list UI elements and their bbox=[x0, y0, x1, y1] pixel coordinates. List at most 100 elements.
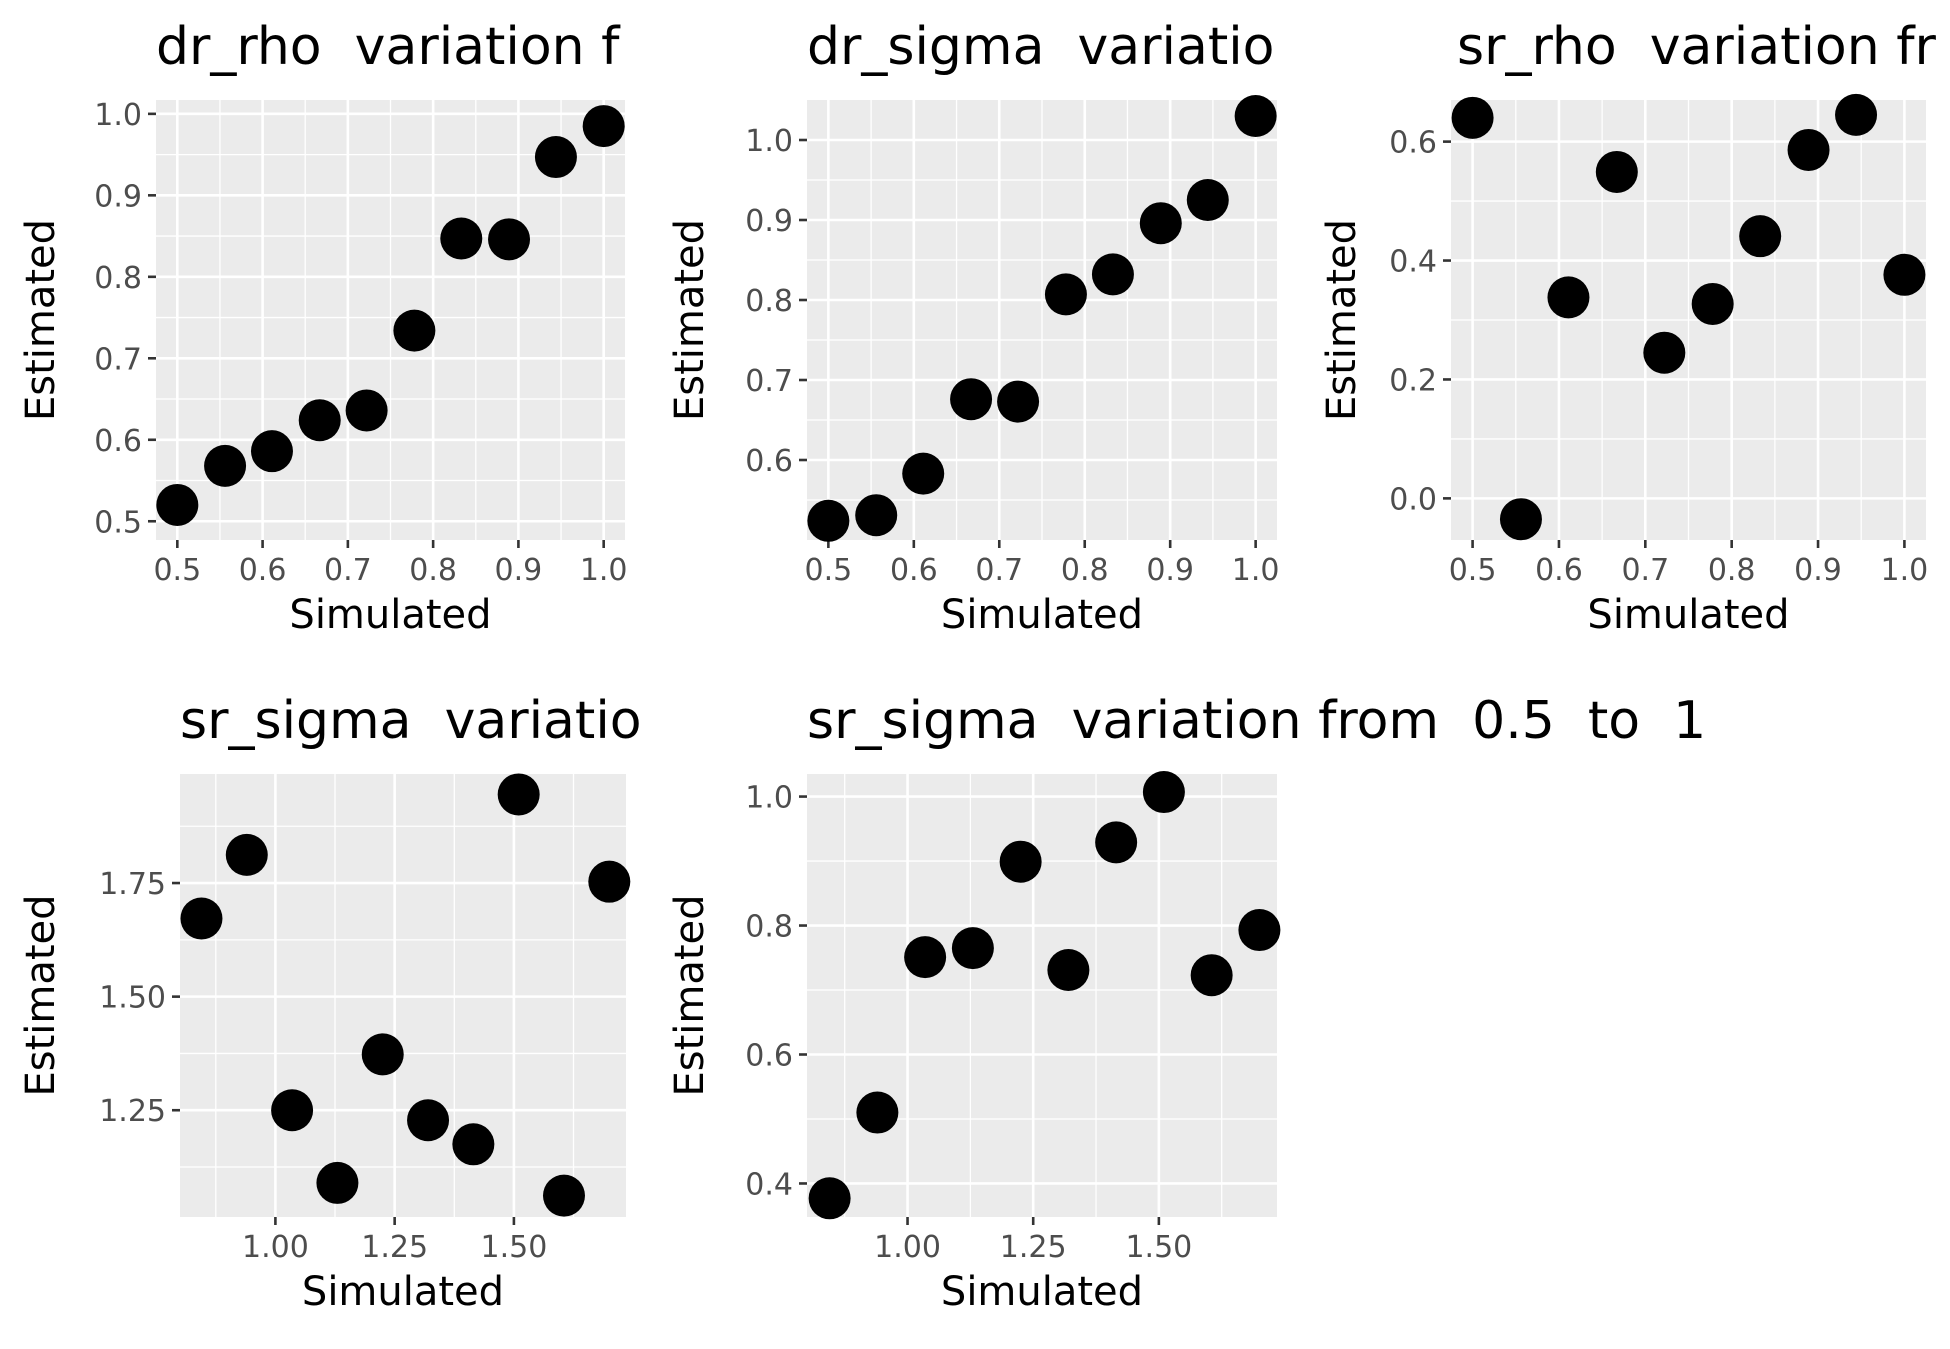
x-tick-label: 0.7 bbox=[324, 553, 372, 588]
data-point bbox=[1739, 215, 1782, 258]
data-point bbox=[345, 389, 388, 432]
data-point bbox=[1044, 273, 1087, 316]
data-point bbox=[542, 1174, 585, 1217]
data-point bbox=[1238, 909, 1281, 952]
x-tick-label: 0.9 bbox=[495, 553, 543, 588]
y-tick-label: 0.7 bbox=[745, 364, 793, 399]
plot-title: dr_rho variation f bbox=[156, 17, 621, 77]
data-point bbox=[902, 452, 945, 495]
data-point bbox=[855, 494, 898, 537]
data-point bbox=[1787, 128, 1830, 171]
y-tick-label: 0.0 bbox=[1389, 482, 1437, 517]
data-point bbox=[951, 927, 994, 970]
x-axis-title: Simulated bbox=[302, 1269, 504, 1315]
x-axis-title: Simulated bbox=[941, 1269, 1143, 1315]
data-point bbox=[156, 483, 199, 526]
data-point bbox=[534, 136, 577, 179]
data-point bbox=[393, 309, 436, 352]
scatter-panel-5: 1.00 1.25 1.50 0.4 0.6 0.8 1.0 Simulated Estimat… bbox=[667, 691, 1706, 1315]
data-point bbox=[1547, 276, 1590, 319]
x-axis-title: Simulated bbox=[941, 592, 1143, 638]
x-tick-label: 0.7 bbox=[1621, 553, 1669, 588]
x-tick-label: 0.5 bbox=[153, 553, 201, 588]
data-point bbox=[452, 1123, 495, 1166]
scatter-panel-4: 1.00 1.25 1.50 1.25 1.50 1.75 Simulated Estimat… bbox=[18, 691, 642, 1315]
data-point bbox=[1691, 282, 1734, 325]
data-point bbox=[1190, 954, 1233, 997]
data-point bbox=[1451, 96, 1494, 139]
data-point bbox=[904, 936, 947, 979]
data-point bbox=[1643, 331, 1686, 374]
x-axis-title: Simulated bbox=[1587, 592, 1789, 638]
data-point bbox=[807, 499, 850, 542]
data-point bbox=[1139, 202, 1182, 245]
x-axis-title: Simulated bbox=[289, 592, 491, 638]
x-tick-label: 0.6 bbox=[239, 553, 287, 588]
data-point bbox=[1142, 771, 1185, 814]
x-tick-label: 1.0 bbox=[1881, 553, 1929, 588]
data-point bbox=[1095, 821, 1138, 864]
x-tick-label: 1.00 bbox=[874, 1230, 941, 1265]
x-tick-label: 0.6 bbox=[890, 553, 938, 588]
data-point bbox=[997, 380, 1040, 423]
y-tick-label: 0.6 bbox=[745, 444, 793, 479]
x-tick-label: 1.00 bbox=[242, 1230, 309, 1265]
plot-title: sr_sigma variatio bbox=[180, 691, 642, 751]
y-tick-label: 1.0 bbox=[745, 781, 793, 816]
data-point bbox=[225, 833, 268, 876]
y-tick-label: 0.9 bbox=[94, 179, 142, 214]
data-point bbox=[1835, 93, 1878, 136]
data-point bbox=[180, 897, 223, 940]
x-tick-label: 0.9 bbox=[1794, 553, 1842, 588]
data-point bbox=[582, 105, 625, 148]
y-tick-label: 0.4 bbox=[745, 1167, 793, 1202]
data-point bbox=[316, 1161, 359, 1204]
data-point bbox=[1186, 179, 1229, 221]
data-point bbox=[950, 378, 993, 421]
y-tick-label: 0.2 bbox=[1389, 363, 1437, 398]
data-point bbox=[497, 773, 540, 816]
x-tick-label: 0.8 bbox=[1061, 553, 1109, 588]
data-point bbox=[1499, 498, 1542, 541]
y-tick-label: 1.0 bbox=[745, 124, 793, 159]
y-tick-label: 0.6 bbox=[745, 1039, 793, 1074]
scatter-panel-2: 0.5 0.6 0.7 0.8 0.9 1.0 0.6 0.7 0.8 0.9 1.0 Simulat… bbox=[667, 17, 1279, 638]
x-tick-label: 0.6 bbox=[1535, 553, 1583, 588]
x-tick-label: 0.9 bbox=[1146, 553, 1194, 588]
x-tick-label: 1.50 bbox=[481, 1230, 548, 1265]
data-point bbox=[1234, 95, 1277, 137]
data-point bbox=[588, 860, 631, 903]
y-axis-title: Estimated bbox=[1319, 219, 1365, 421]
y-tick-label: 0.9 bbox=[745, 204, 793, 239]
panel-background bbox=[807, 774, 1277, 1217]
y-tick-label: 1.50 bbox=[99, 981, 166, 1016]
x-tick-label: 0.5 bbox=[805, 553, 853, 588]
data-point bbox=[440, 217, 483, 260]
y-tick-label: 0.7 bbox=[94, 342, 142, 377]
y-tick-label: 0.8 bbox=[94, 261, 142, 296]
data-point bbox=[407, 1099, 450, 1142]
y-tick-label: 1.0 bbox=[94, 98, 142, 133]
y-tick-label: 0.8 bbox=[745, 284, 793, 319]
y-axis-title: Estimated bbox=[667, 894, 713, 1096]
data-point bbox=[1091, 253, 1134, 296]
y-tick-label: 1.25 bbox=[99, 1094, 166, 1129]
y-tick-label: 0.5 bbox=[94, 505, 142, 540]
y-tick-label: 0.4 bbox=[1389, 245, 1437, 280]
data-point bbox=[856, 1091, 899, 1134]
x-tick-label: 0.8 bbox=[1708, 553, 1756, 588]
data-point bbox=[808, 1177, 851, 1220]
x-tick-label: 0.7 bbox=[975, 553, 1023, 588]
x-tick-label: 1.0 bbox=[1232, 553, 1280, 588]
data-point bbox=[250, 430, 293, 473]
x-tick-label: 1.50 bbox=[1125, 1230, 1192, 1265]
plot-title: dr_sigma variatio bbox=[807, 17, 1275, 77]
data-point bbox=[271, 1089, 314, 1132]
y-tick-label: 0.8 bbox=[745, 910, 793, 945]
y-tick-label: 0.6 bbox=[1389, 126, 1437, 161]
data-point bbox=[204, 444, 247, 487]
x-tick-label: 1.25 bbox=[361, 1230, 428, 1265]
data-point bbox=[999, 840, 1042, 883]
y-tick-label: 0.6 bbox=[94, 424, 142, 459]
